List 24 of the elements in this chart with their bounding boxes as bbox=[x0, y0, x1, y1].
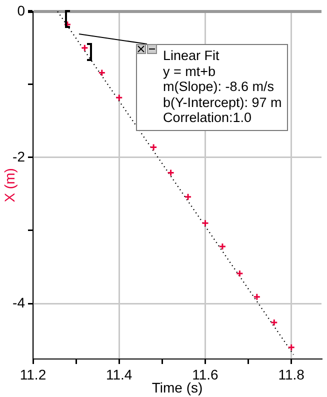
point bbox=[218, 242, 226, 250]
annotation: Linear Fit bbox=[163, 48, 220, 64]
point bbox=[150, 143, 158, 151]
point bbox=[270, 318, 278, 326]
point bbox=[80, 44, 88, 52]
point bbox=[167, 169, 175, 177]
point bbox=[288, 344, 296, 352]
annotation: Correlation:1.0 bbox=[163, 110, 253, 126]
x-tick-label: 11.4 bbox=[106, 366, 132, 382]
y-tick-label: -2 bbox=[12, 148, 26, 164]
x-tick-label: 11.8 bbox=[278, 366, 305, 382]
point bbox=[115, 94, 123, 102]
point bbox=[201, 219, 209, 227]
point bbox=[98, 68, 106, 76]
y-axis-title: X (m) bbox=[1, 168, 18, 202]
point bbox=[184, 193, 192, 201]
annotation: m(Slope): -8.6 m/s bbox=[163, 79, 276, 94]
y-tick-label: -4 bbox=[12, 294, 26, 310]
annotation: y = mt+b bbox=[163, 64, 217, 79]
annotation: b(Y-Intercept): 97 m bbox=[163, 94, 283, 110]
point bbox=[236, 270, 244, 278]
y-tick-label: 0 bbox=[17, 2, 26, 18]
x-tick-label: 11.2 bbox=[20, 366, 46, 382]
point bbox=[253, 293, 261, 301]
